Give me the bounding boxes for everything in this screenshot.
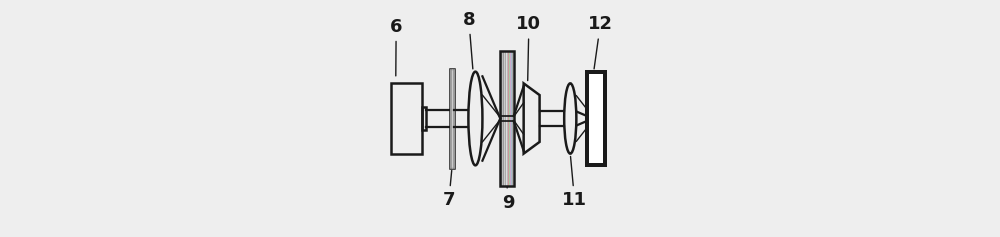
Bar xyxy=(450,69,454,168)
Text: 8: 8 xyxy=(463,11,475,69)
Bar xyxy=(391,83,422,154)
Bar xyxy=(587,72,605,165)
Bar xyxy=(500,50,514,187)
Text: 6: 6 xyxy=(390,18,402,76)
Text: 11: 11 xyxy=(562,156,587,209)
Text: 9: 9 xyxy=(502,187,515,211)
Text: 10: 10 xyxy=(516,15,541,81)
Bar xyxy=(422,107,426,130)
Text: 7: 7 xyxy=(443,170,455,209)
Text: 12: 12 xyxy=(588,15,613,69)
